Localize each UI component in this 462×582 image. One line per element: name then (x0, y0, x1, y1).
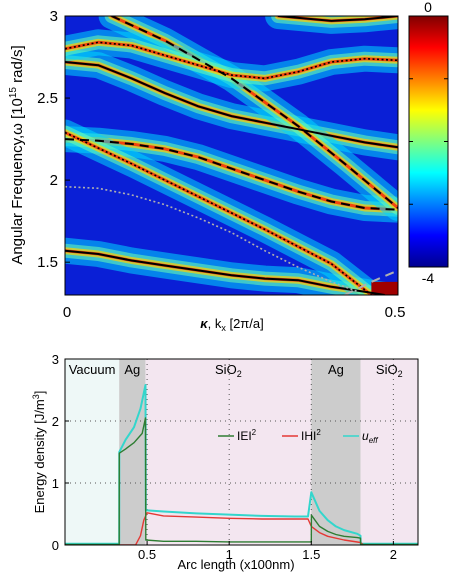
colorbar-ticks: 0 -4 (409, 0, 448, 286)
heatmap-field (65, 16, 398, 295)
band-curve-6 (65, 131, 372, 295)
colorbar: 0 -4 (408, 0, 449, 286)
energy-y-label-tail: ] (32, 391, 47, 395)
energy-series (65, 384, 418, 545)
colorbar-gradient (408, 15, 449, 268)
region-label-text-2: SiO (215, 362, 237, 377)
band-curves (65, 16, 398, 295)
heatmap-x-label-tail: [2π/a] (226, 316, 264, 331)
legend-label-u-sub: eff (369, 436, 379, 445)
band-curve-1 (65, 138, 398, 211)
series-line-2 (65, 384, 418, 545)
legend-label-h: IHI2 (301, 428, 321, 443)
band-curve-5 (65, 249, 385, 295)
region-label-text-0: Vacuum (69, 362, 116, 377)
region-3 (311, 359, 361, 545)
heatmap-x-label-kappa: κ (200, 316, 208, 331)
material-region-labels: Vacuum Ag SiO2 Ag SiO2 (69, 362, 403, 379)
heatmap-y-tick-label-1: 2 (50, 172, 58, 189)
band-curve-2 (111, 16, 398, 209)
heatmap-y-tick-label-3: 3 (50, 8, 58, 25)
energy-y-tick-label-1: 1 (52, 476, 59, 491)
energy-frame (64, 358, 419, 546)
energy-x-tick-label-0: 0.5 (138, 547, 156, 562)
heatmap-x-tick-label-0: 0 (63, 304, 71, 321)
region-label-0: Vacuum (69, 362, 116, 377)
heatmap-x-label-sub: x (221, 323, 226, 333)
legend-label-h-main: IHI (301, 429, 316, 443)
region-label-4: SiO2 (376, 362, 403, 379)
region-label-sub-4: 2 (398, 369, 403, 379)
band-curve-8 (344, 269, 398, 295)
heatmap-y-label-exp: 15 (8, 87, 19, 99)
legend-label-u-main: u (362, 429, 369, 443)
heatmap-x-label-rest: , k (208, 316, 222, 331)
energy-x-axis-label: Arc length (x100nm) (177, 557, 294, 572)
band-curve-7 (65, 185, 359, 293)
series-line-1 (65, 512, 418, 545)
energy-y-label-main: Energy density [J/m (32, 399, 47, 513)
colorbar-tick-label-0: 0 (424, 0, 432, 15)
energy-x-tick-label-3: 2 (390, 547, 397, 562)
band-curve-4 (278, 16, 398, 22)
band-curve-3 (65, 41, 398, 80)
region-1 (119, 359, 146, 545)
series-line-0 (65, 417, 418, 545)
energy-y-label-exp: 3 (31, 394, 41, 399)
heatmap-y-label-main: Angular Frequency,ω [10 (9, 98, 26, 265)
heatmap-x-axis-label: κ, kx [2π/a] (200, 316, 263, 333)
region-label-sub-2: 2 (237, 369, 242, 379)
region-label-text-1: Ag (124, 362, 140, 377)
energy-y-axis-label: Energy density [J/m3] (31, 391, 47, 514)
energy-y-tick-label-0: 0 (52, 538, 59, 553)
energy-x-tick-label-1: 1 (226, 547, 233, 562)
legend-label-e: IEI2 (237, 428, 257, 443)
heatmap-x-tick-label-1: 0.5 (385, 304, 406, 321)
region-4 (360, 359, 418, 545)
legend-label-h-sup: 2 (316, 428, 321, 437)
energy-plot-area (65, 359, 418, 545)
energy-legend: IEI2 IHI2 ueff (218, 428, 378, 445)
energy-x-tick-label-2: 1.5 (302, 547, 320, 562)
legend-label-e-main: IEI (237, 429, 252, 443)
legend-label-u: ueff (362, 429, 378, 445)
heatmap-y-label-unit: rad/s] (9, 45, 26, 87)
heatmap-hotspot (371, 281, 398, 295)
region-label-2: SiO2 (215, 362, 242, 379)
region-label-1: Ag (124, 362, 140, 377)
region-label-text-3: Ag (328, 362, 344, 377)
heatmap-ticks: 0 0.5 1.5 2 2.5 3 (37, 8, 405, 321)
region-label-3: Ag (328, 362, 344, 377)
energy-y-tick-label-2: 2 (52, 414, 59, 429)
legend-label-e-sup: 2 (252, 428, 257, 437)
energy-y-tick-label-3: 3 (52, 352, 59, 367)
region-label-text-4: SiO (376, 362, 398, 377)
heatmap-y-tick-label-2: 2.5 (37, 90, 58, 107)
material-regions (65, 359, 418, 545)
heatmap-y-tick-label-0: 1.5 (37, 254, 58, 271)
heatmap-frame (64, 15, 399, 296)
region-0 (65, 359, 120, 545)
colorbar-tick-label-1: -4 (422, 270, 435, 286)
dispersion-heatmap-panel: 0 0.5 1.5 2 2.5 3 Angular Frequency,ω [1015 r… (8, 0, 449, 333)
band-curve-0 (65, 61, 398, 149)
energy-ticks: 0.5 1 1.5 2 0 1 2 3 (52, 352, 397, 562)
heatmap-y-axis-label: Angular Frequency,ω [1015 rad/s] (8, 45, 26, 264)
